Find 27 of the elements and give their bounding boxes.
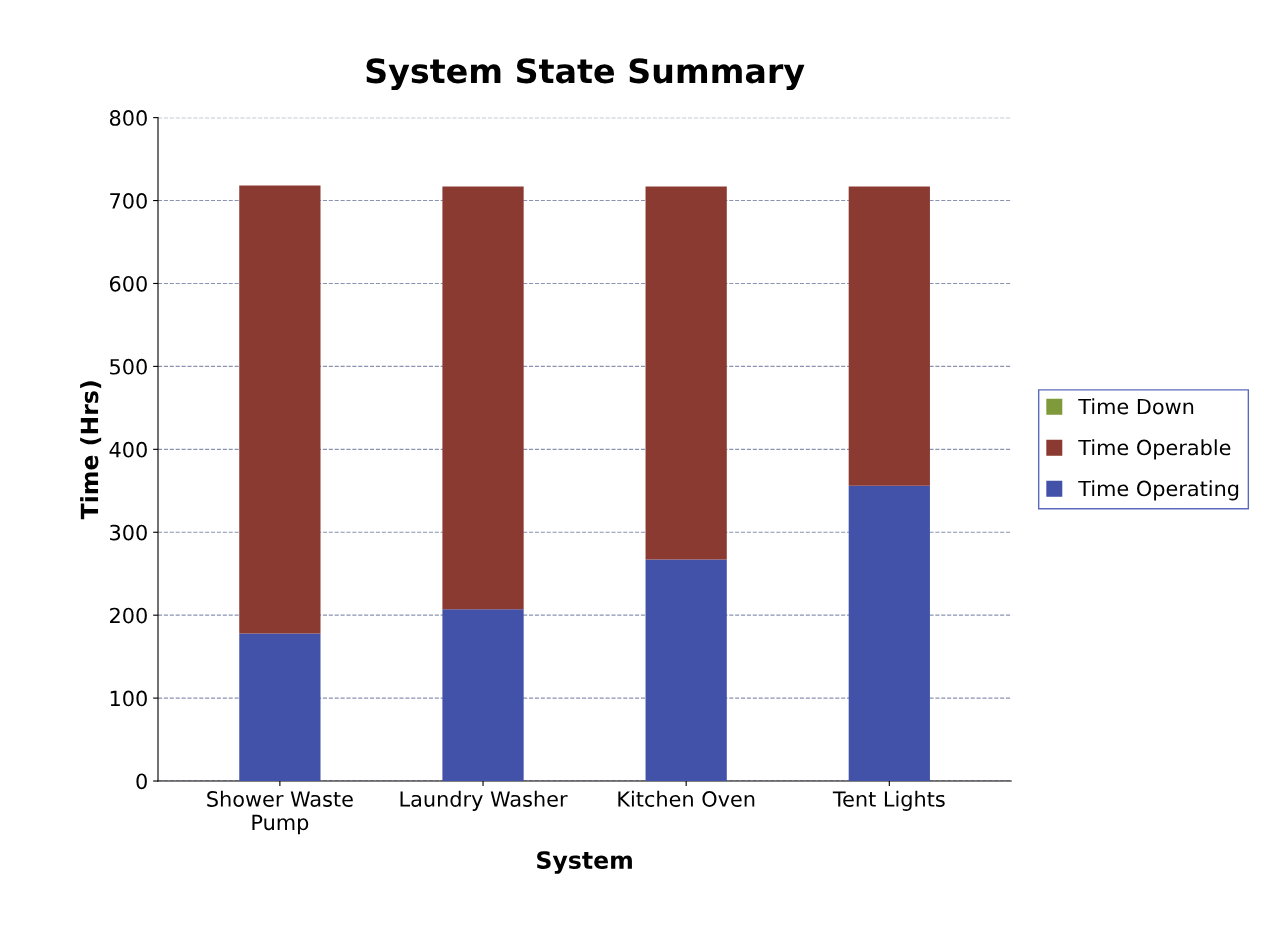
bar (848, 485, 930, 782)
x-tick-label: Kitchen Oven (618, 790, 755, 807)
legend-label: Time Operating (1078, 480, 1239, 501)
y-tick-label: 300 (110, 524, 147, 541)
x-tick-label: Laundry Washer (400, 790, 568, 811)
bar (239, 185, 321, 634)
chart-title: System State Summary (366, 58, 805, 91)
x-tick-label: Shower Waste Pump (207, 790, 353, 835)
bar (239, 633, 321, 782)
y-axis-title: Time (Hrs) (80, 381, 102, 520)
bar (442, 186, 524, 610)
legend-label: Time Operable (1078, 439, 1231, 460)
y-tick-label: 0 (136, 773, 147, 790)
x-tick-label: Tent Lights (832, 790, 945, 811)
bar (848, 186, 930, 486)
y-tick-label: 400 (109, 441, 147, 458)
bar (442, 609, 524, 782)
legend-label: Time Down (1078, 398, 1194, 415)
y-tick-label: 600 (109, 275, 147, 292)
bar (645, 559, 727, 782)
bar (645, 186, 727, 560)
x-axis-title: System (537, 851, 632, 874)
y-tick-label: 100 (110, 690, 147, 707)
y-tick-label: 700 (110, 193, 147, 209)
y-tick-label: 200 (110, 607, 147, 624)
y-tick-label: 800 (109, 110, 147, 126)
y-tick-label: 500 (110, 358, 147, 375)
